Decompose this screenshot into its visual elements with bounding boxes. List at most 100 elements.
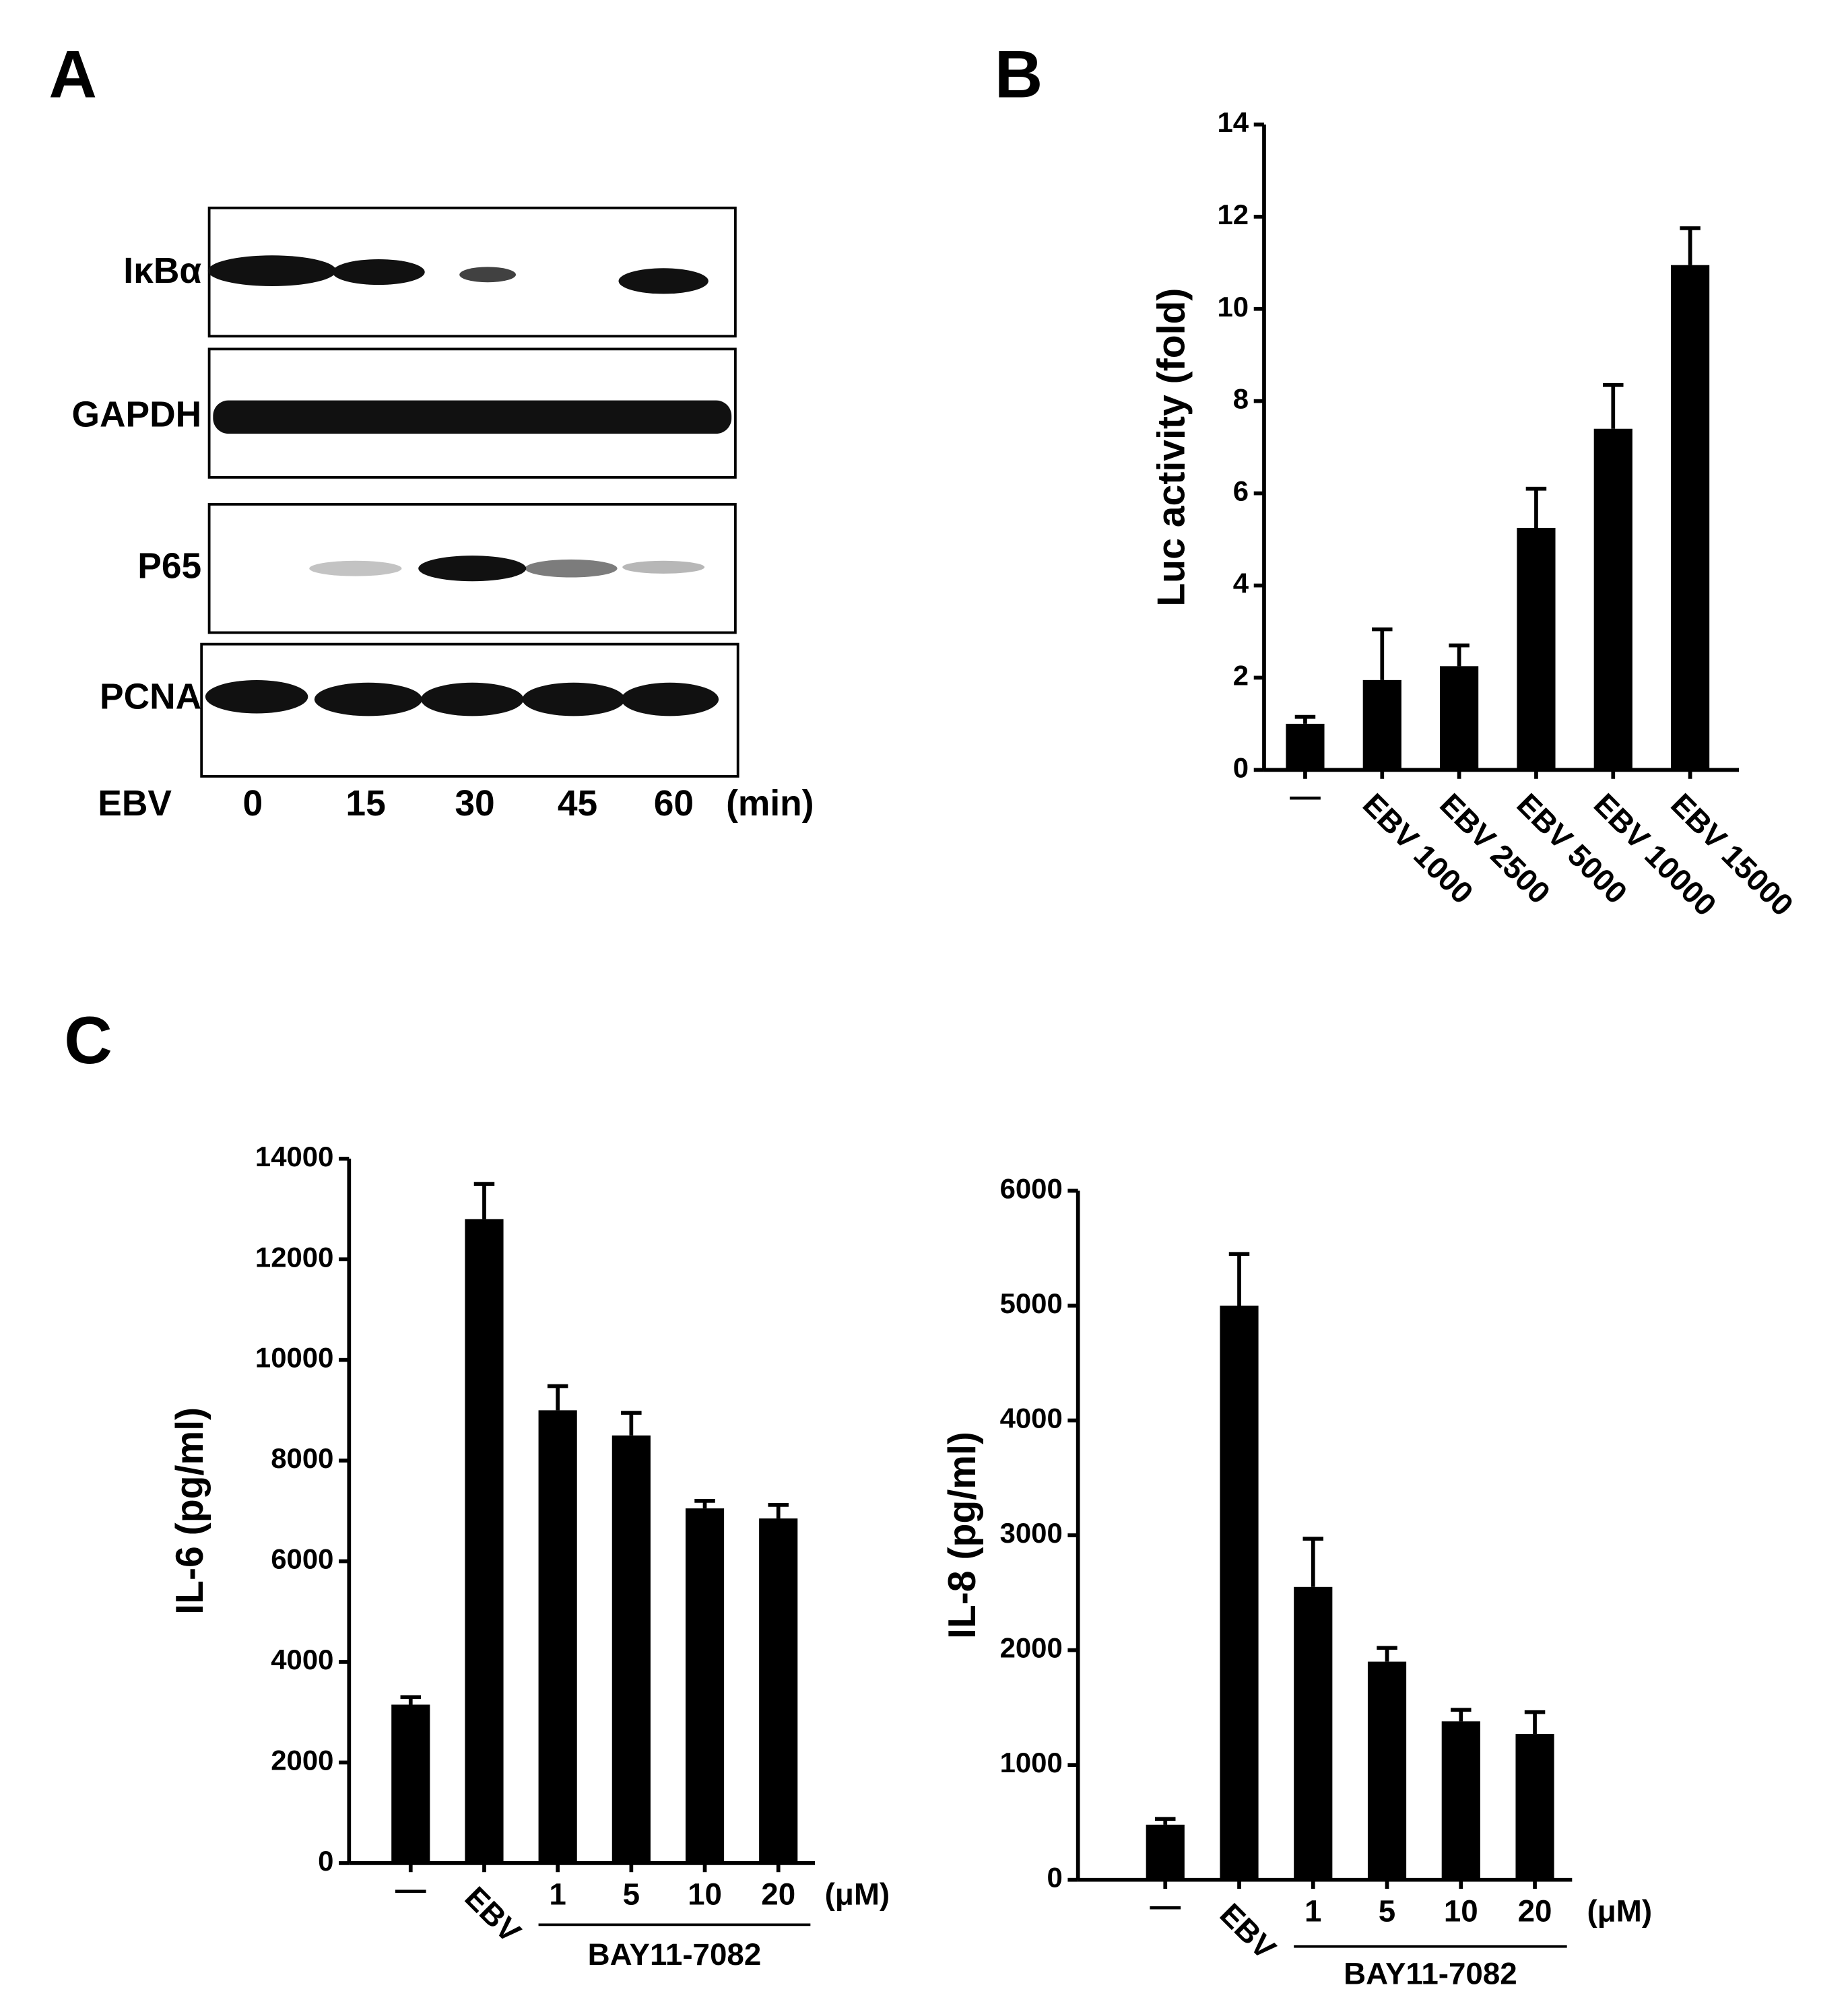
y-tick-label: 3000 [1000, 1517, 1063, 1549]
band [332, 259, 425, 286]
x-tick-label: 20 [1518, 1893, 1552, 1928]
panel-label: C [64, 1003, 112, 1077]
error-bar [621, 1411, 642, 1436]
band [459, 267, 517, 283]
error-bar [1372, 627, 1393, 680]
error-bar [1524, 1710, 1546, 1735]
band [309, 560, 402, 576]
error-bar [1449, 643, 1470, 667]
blot-row-label: PCNA [100, 677, 201, 717]
y-tick-label: 12000 [255, 1241, 334, 1273]
bar [1441, 1721, 1480, 1880]
treatment-label: EBV [98, 784, 172, 824]
group-label: BAY11-7082 [1344, 1957, 1517, 1991]
bar [1146, 1824, 1185, 1880]
bar [612, 1435, 651, 1863]
bar [1671, 265, 1710, 770]
bar [1294, 1586, 1333, 1880]
bar [465, 1219, 504, 1863]
x-tick-label: 5 [1379, 1893, 1395, 1928]
group-label: BAY11-7082 [588, 1937, 762, 1972]
panel-label: A [48, 36, 97, 111]
x-tick-label: 1 [549, 1877, 566, 1912]
band [621, 682, 719, 716]
x-unit: (μM) [825, 1877, 890, 1912]
error-bar [473, 1182, 495, 1219]
y-tick-label: 6000 [271, 1543, 333, 1575]
bar [1515, 1734, 1554, 1880]
x-tick-label: 5 [623, 1877, 640, 1912]
panel-label: B [995, 36, 1043, 111]
x-tick-label: — [1150, 1889, 1181, 1923]
x-unit: (μM) [1587, 1893, 1653, 1928]
y-tick-label: 2000 [1000, 1632, 1063, 1664]
x-tick-label: — [395, 1872, 426, 1906]
error-bar [1680, 226, 1701, 265]
bar [1440, 666, 1479, 770]
band [205, 679, 308, 714]
lane-label: 15 [345, 784, 385, 824]
y-tick-label: 4 [1233, 568, 1249, 599]
y-tick-label: 0 [1047, 1862, 1062, 1893]
bar [1286, 723, 1325, 770]
lane-label: 30 [455, 784, 494, 824]
y-tick-label: 2 [1233, 660, 1249, 692]
x-tick-label: — [1290, 778, 1321, 813]
band [314, 682, 422, 716]
y-tick-label: 1000 [1000, 1747, 1063, 1778]
lane-label: 0 [243, 784, 263, 824]
y-axis-label: IL-8 (pg/ml) [941, 1432, 984, 1639]
blot-row-label: GAPDH [72, 395, 202, 434]
y-tick-label: 2000 [271, 1745, 333, 1776]
blot-images [200, 206, 739, 778]
bar [1517, 527, 1556, 770]
error-bar [1294, 714, 1316, 724]
y-axis-label: IL-6 (pg/ml) [168, 1407, 211, 1615]
x-tick-label: EBV [1214, 1897, 1283, 1966]
y-tick-label: 6000 [1000, 1172, 1063, 1204]
band [421, 682, 524, 716]
x-tick-label: EBV [458, 1880, 527, 1949]
y-tick-label: 10000 [255, 1342, 334, 1374]
band [622, 560, 705, 574]
bar [1362, 679, 1401, 770]
error-bar [1451, 1708, 1472, 1722]
band [207, 255, 337, 286]
blot-row-label: IκBα [123, 251, 201, 291]
unit-label: (min) [726, 784, 814, 824]
y-tick-label: 0 [318, 1845, 333, 1877]
error-bar [1525, 486, 1547, 528]
y-tick-label: 6 [1233, 475, 1249, 507]
band [418, 556, 527, 582]
error-bar [1377, 1646, 1397, 1662]
error-bar [400, 1695, 422, 1705]
y-tick-label: 4000 [1000, 1403, 1063, 1434]
blot-row-label: P65 [137, 546, 201, 586]
x-tick-label: 10 [1444, 1893, 1478, 1928]
error-bar [1603, 382, 1624, 429]
error-bar [1228, 1252, 1250, 1306]
error-bar [694, 1499, 715, 1509]
y-tick-label: 5000 [1000, 1287, 1063, 1319]
error-bar [1155, 1817, 1176, 1825]
bar [1220, 1305, 1259, 1880]
bar [1367, 1661, 1407, 1880]
lane-label: 60 [654, 784, 694, 824]
bar [538, 1410, 577, 1863]
band [213, 400, 732, 434]
bar [1593, 428, 1632, 770]
error-bar [1302, 1537, 1324, 1587]
band [525, 559, 618, 578]
error-bar [768, 1503, 789, 1519]
x-tick-label: 20 [761, 1877, 795, 1912]
y-tick-label: 10 [1217, 291, 1249, 323]
y-tick-label: 14000 [255, 1141, 334, 1172]
y-tick-label: 8 [1233, 383, 1249, 415]
y-tick-label: 14 [1217, 106, 1249, 138]
band [618, 268, 708, 294]
y-axis-label: Luc activity (fold) [1150, 288, 1193, 607]
band [522, 682, 626, 716]
y-tick-label: 4000 [271, 1644, 333, 1675]
bar [759, 1518, 798, 1863]
